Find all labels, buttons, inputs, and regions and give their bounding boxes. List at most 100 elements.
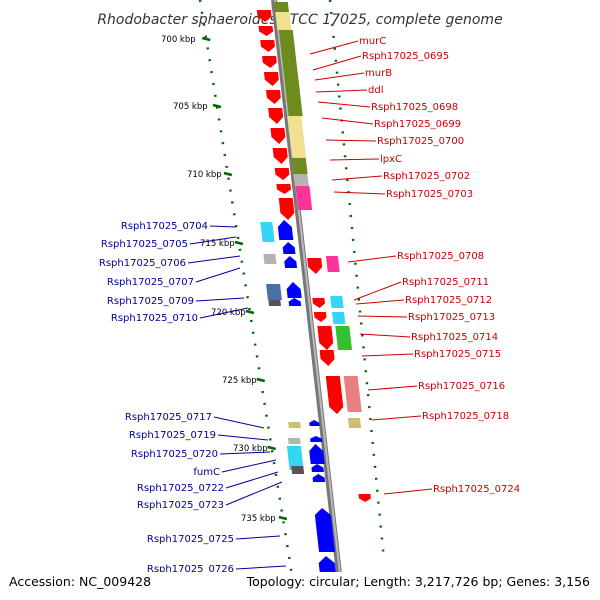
gene-label-right[interactable]: Rsph17025_0714 <box>411 332 498 343</box>
gene-label-right[interactable]: Rsph17025_0718 <box>422 411 509 422</box>
reverse-gene-arrow <box>284 256 298 268</box>
forward-gene-arrow <box>256 10 272 22</box>
gene-label-left[interactable]: Rsph17025_0722 <box>137 483 224 494</box>
map-title: Rhodobacter sphaeroides ATCC 17025, comp… <box>97 12 502 28</box>
topology-text: Topology: circular; Length: 3,217,726 bp… <box>246 574 590 589</box>
feature-box <box>325 256 340 272</box>
reverse-gene-arrow <box>282 242 296 254</box>
feature-box <box>260 222 275 242</box>
gene-label-right[interactable]: Rsph17025_0695 <box>362 51 449 62</box>
gene-label-right[interactable]: lpxC <box>380 154 402 165</box>
forward-gene-arrow <box>358 494 371 502</box>
forward-gene-arrow <box>265 90 281 104</box>
gene-label-left[interactable]: Rsph17025_0719 <box>129 430 216 441</box>
gene-label-right[interactable]: ddl <box>368 85 383 96</box>
gene-label-right[interactable]: Rsph17025_0712 <box>405 295 492 306</box>
gene-label-right[interactable]: Rsph17025_0711 <box>402 277 489 288</box>
gene-label-right[interactable]: Rsph17025_0698 <box>371 102 458 113</box>
reverse-gene-arrow <box>277 220 294 240</box>
forward-gene-arrow <box>262 56 277 68</box>
scale-label: 720 kbp <box>211 308 246 318</box>
scale-tick <box>256 377 266 383</box>
scale-label: 700 kbp <box>161 35 196 45</box>
gene-label-left[interactable]: fumC <box>193 467 220 478</box>
accession-text: Accession: NC_009428 <box>9 574 151 589</box>
gene-label-left[interactable]: Rsph17025_0720 <box>131 449 218 460</box>
feature-box <box>295 186 313 210</box>
gene-label-right[interactable]: Rsph17025_0713 <box>408 312 495 323</box>
feature-box <box>278 30 298 72</box>
scale-tick <box>201 36 211 42</box>
gene-label-left[interactable]: Rsph17025_0725 <box>147 534 234 545</box>
leader-line <box>347 255 397 263</box>
reverse-gene-arrow <box>318 556 336 572</box>
leader-line <box>361 353 414 357</box>
forward-gene-arrow <box>274 168 290 180</box>
reverse-gene-arrow <box>314 508 336 552</box>
gene-label-right[interactable]: Rsph17025_0700 <box>377 136 464 147</box>
feature-box <box>332 312 346 324</box>
scale-label: 705 kbp <box>173 102 208 112</box>
forward-gene-arrow <box>312 298 325 308</box>
gene-label-right[interactable]: Rsph17025_0699 <box>374 119 461 130</box>
forward-gene-arrow <box>278 198 295 220</box>
forward-gene-arrow <box>325 376 344 414</box>
leader-line <box>312 55 362 71</box>
feature-box <box>266 284 282 300</box>
scale-tick <box>267 445 276 451</box>
gene-label-right[interactable]: Rsph17025_0724 <box>433 484 520 495</box>
leader-line <box>189 236 237 245</box>
gene-label-right[interactable]: Rsph17025_0708 <box>397 251 484 262</box>
gene-label-right[interactable]: murB <box>365 68 392 79</box>
leader-line <box>367 385 418 391</box>
feature-box <box>291 466 305 474</box>
gene-label-left[interactable]: Rsph17025_0709 <box>107 296 194 307</box>
leader-line <box>225 481 283 506</box>
gene-label-left[interactable]: Rsph17025_0705 <box>101 239 188 250</box>
reverse-gene-arrow <box>311 464 324 472</box>
feature-box <box>286 446 304 470</box>
feature-box <box>287 116 304 136</box>
leader-line <box>383 488 433 495</box>
feature-box <box>287 438 301 444</box>
leader-line <box>371 415 422 421</box>
leader-line <box>325 139 377 142</box>
gene-label-left[interactable]: Rsph17025_0706 <box>99 258 186 269</box>
gene-label-left[interactable]: Rsph17025_0726 <box>147 564 234 575</box>
scale-label: 710 kbp <box>187 170 222 180</box>
leader-line <box>209 225 237 228</box>
leader-line <box>219 451 271 455</box>
feature-box <box>335 326 353 350</box>
gene-label-right[interactable]: Rsph17025_0716 <box>418 381 505 392</box>
feature-box <box>275 12 292 30</box>
gene-label-left[interactable]: Rsph17025_0717 <box>125 412 212 423</box>
leader-line <box>213 416 265 429</box>
leader-line <box>187 255 241 264</box>
gene-features <box>256 2 371 572</box>
scale-tick <box>223 171 233 177</box>
gene-label-right[interactable]: Rsph17025_0703 <box>386 189 473 200</box>
forward-gene-arrow <box>276 184 292 194</box>
forward-gene-arrow <box>270 128 286 144</box>
label-leaders <box>187 40 433 570</box>
scale-label: 725 kbp <box>222 376 257 386</box>
tick-tracks <box>198 0 386 600</box>
gene-label-right[interactable]: Rsph17025_0702 <box>383 171 470 182</box>
leader-line <box>221 459 277 473</box>
gene-label-right[interactable]: murC <box>359 36 386 47</box>
forward-gene-arrow <box>319 350 335 366</box>
genome-backbone-highlight <box>274 0 344 600</box>
forward-gene-arrow <box>268 108 284 124</box>
gene-label-left[interactable]: Rsph17025_0707 <box>107 277 194 288</box>
feature-box <box>343 376 362 412</box>
leader-line <box>225 471 279 489</box>
leader-line <box>217 434 269 441</box>
leader-line <box>235 535 281 540</box>
gene-label-left[interactable]: Rsph17025_0704 <box>121 221 208 232</box>
gene-label-left[interactable]: Rsph17025_0723 <box>137 500 224 511</box>
gene-label-left[interactable]: Rsph17025_0710 <box>111 313 198 324</box>
scale-tick <box>278 515 288 521</box>
gene-label-right[interactable]: Rsph17025_0715 <box>414 349 501 360</box>
feature-box <box>273 2 289 12</box>
